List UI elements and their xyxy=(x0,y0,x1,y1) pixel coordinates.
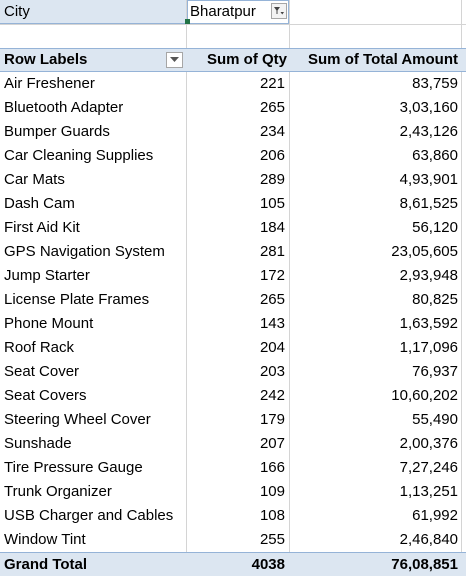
row-label: Bluetooth Adapter xyxy=(4,99,124,116)
amount-value: 1,13,251 xyxy=(399,483,458,500)
table-row[interactable]: Phone Mount 143 1,63,592 xyxy=(0,312,466,336)
row-label: Tire Pressure Gauge xyxy=(4,459,143,476)
gridline xyxy=(461,0,462,572)
qty-value: 109 xyxy=(259,483,285,500)
amount-value: 55,490 xyxy=(412,411,458,428)
table-row[interactable]: Jump Starter 172 2,93,948 xyxy=(0,264,466,288)
row-labels-header[interactable]: Row Labels xyxy=(4,51,88,68)
table-row[interactable]: Air Freshener 221 83,759 xyxy=(0,72,466,96)
amount-value: 1,63,592 xyxy=(399,315,458,332)
sum-of-total-amount-header[interactable]: Sum of Total Amount xyxy=(308,51,458,68)
qty-value: 105 xyxy=(259,195,285,212)
amount-value: 83,759 xyxy=(412,75,458,92)
report-filter-row: City Bharatpur xyxy=(0,0,466,24)
qty-value: 143 xyxy=(259,315,285,332)
table-row[interactable]: License Plate Frames 265 80,825 xyxy=(0,288,466,312)
qty-value: 206 xyxy=(259,147,285,164)
amount-value: 61,992 xyxy=(412,507,458,524)
row-label: Air Freshener xyxy=(4,75,95,92)
table-row[interactable]: Bumper Guards 234 2,43,126 xyxy=(0,120,466,144)
amount-value: 2,46,840 xyxy=(399,531,458,548)
gridline xyxy=(0,24,466,25)
grand-total-amount: 76,08,851 xyxy=(391,556,458,573)
grand-total-label: Grand Total xyxy=(4,556,88,573)
amount-value: 2,93,948 xyxy=(399,267,458,284)
table-row[interactable]: Tire Pressure Gauge 166 7,27,246 xyxy=(0,456,466,480)
qty-value: 289 xyxy=(259,171,285,188)
qty-value: 166 xyxy=(259,459,285,476)
row-label: First Aid Kit xyxy=(4,219,80,236)
amount-value: 3,03,160 xyxy=(399,99,458,116)
gridline xyxy=(289,0,290,572)
table-row[interactable]: Bluetooth Adapter 265 3,03,160 xyxy=(0,96,466,120)
row-label: Jump Starter xyxy=(4,267,90,284)
filter-value-cell[interactable]: Bharatpur xyxy=(187,0,289,24)
selection-fill-handle[interactable] xyxy=(185,19,190,24)
row-label: USB Charger and Cables xyxy=(4,507,174,524)
amount-value: 10,60,202 xyxy=(391,387,458,404)
table-row[interactable]: Dash Cam 105 8,61,525 xyxy=(0,192,466,216)
filter-selected-value: Bharatpur xyxy=(190,3,256,20)
row-label: Trunk Organizer xyxy=(4,483,112,500)
table-row[interactable]: Trunk Organizer 109 1,13,251 xyxy=(0,480,466,504)
qty-value: 172 xyxy=(259,267,285,284)
qty-value: 265 xyxy=(259,99,285,116)
qty-value: 179 xyxy=(259,411,285,428)
filter-field-label[interactable]: City xyxy=(0,0,186,24)
table-row[interactable]: Window Tint 255 2,46,840 xyxy=(0,528,466,552)
table-row[interactable]: Steering Wheel Cover 179 55,490 xyxy=(0,408,466,432)
table-row[interactable]: Car Mats 289 4,93,901 xyxy=(0,168,466,192)
table-row[interactable]: Roof Rack 204 1,17,096 xyxy=(0,336,466,360)
qty-value: 255 xyxy=(259,531,285,548)
row-label: Dash Cam xyxy=(4,195,75,212)
table-row[interactable]: GPS Navigation System 281 23,05,605 xyxy=(0,240,466,264)
qty-value: 281 xyxy=(259,243,285,260)
table-row[interactable]: USB Charger and Cables 108 61,992 xyxy=(0,504,466,528)
qty-value: 204 xyxy=(259,339,285,356)
table-row[interactable]: Seat Cover 203 76,937 xyxy=(0,360,466,384)
amount-value: 56,120 xyxy=(412,219,458,236)
qty-value: 203 xyxy=(259,363,285,380)
row-label: License Plate Frames xyxy=(4,291,150,308)
gridline xyxy=(186,0,187,572)
row-label: Steering Wheel Cover xyxy=(4,411,151,428)
chevron-down-icon[interactable] xyxy=(166,52,183,68)
amount-value: 76,937 xyxy=(412,363,458,380)
pivot-header-row: Row Labels Sum of Qty Sum of Total Amoun… xyxy=(0,48,466,72)
row-label: Seat Cover xyxy=(4,363,80,380)
amount-value: 63,860 xyxy=(412,147,458,164)
qty-value: 108 xyxy=(259,507,285,524)
table-row[interactable]: Sunshade 207 2,00,376 xyxy=(0,432,466,456)
row-label: Bumper Guards xyxy=(4,123,110,140)
row-label: Seat Covers xyxy=(4,387,87,404)
table-row[interactable]: First Aid Kit 184 56,120 xyxy=(0,216,466,240)
amount-value: 8,61,525 xyxy=(399,195,458,212)
qty-value: 184 xyxy=(259,219,285,236)
grand-total-row[interactable]: Grand Total 4038 76,08,851 xyxy=(0,552,466,576)
row-label: Car Cleaning Supplies xyxy=(4,147,154,164)
amount-value: 7,27,246 xyxy=(399,459,458,476)
qty-value: 207 xyxy=(259,435,285,452)
qty-value: 234 xyxy=(259,123,285,140)
amount-value: 2,43,126 xyxy=(399,123,458,140)
qty-value: 221 xyxy=(259,75,285,92)
row-label: Sunshade xyxy=(4,435,72,452)
row-label: Roof Rack xyxy=(4,339,75,356)
filter-dropdown-icon[interactable] xyxy=(271,3,287,19)
table-row[interactable]: Seat Covers 242 10,60,202 xyxy=(0,384,466,408)
row-label: Window Tint xyxy=(4,531,86,548)
table-row[interactable]: Car Cleaning Supplies 206 63,860 xyxy=(0,144,466,168)
sum-of-qty-header[interactable]: Sum of Qty xyxy=(206,51,287,68)
amount-value: 1,17,096 xyxy=(399,339,458,356)
qty-value: 242 xyxy=(259,387,285,404)
row-label: Car Mats xyxy=(4,171,65,188)
amount-value: 2,00,376 xyxy=(399,435,458,452)
grand-total-qty: 4038 xyxy=(251,556,285,573)
qty-value: 265 xyxy=(259,291,285,308)
amount-value: 80,825 xyxy=(412,291,458,308)
row-label: Phone Mount xyxy=(4,315,94,332)
amount-value: 4,93,901 xyxy=(399,171,458,188)
row-label: GPS Navigation System xyxy=(4,243,165,260)
amount-value: 23,05,605 xyxy=(391,243,458,260)
